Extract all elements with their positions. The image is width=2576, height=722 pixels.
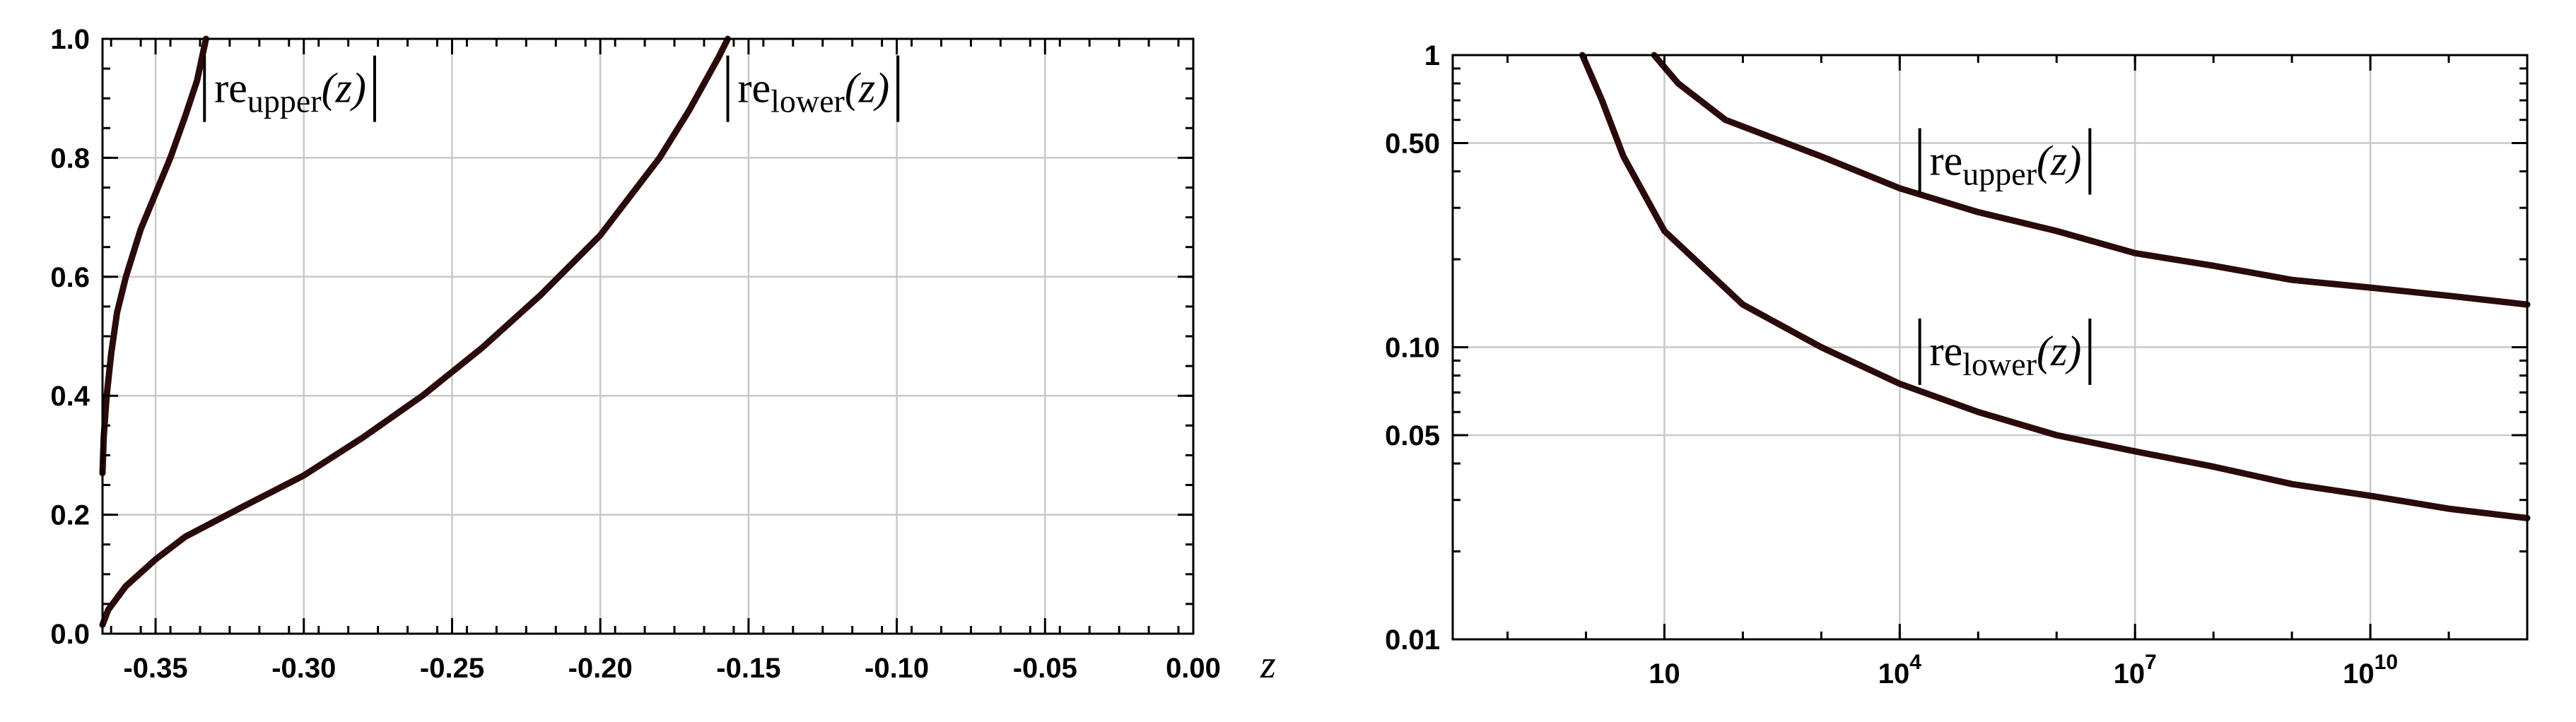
label-text: relower(z) (1930, 328, 2082, 382)
label-text: reupper(z) (1930, 138, 2082, 192)
label-arg: (z) (845, 65, 889, 112)
x-tick-label: 0.00 (1166, 653, 1221, 684)
tick-base: 10 (1878, 658, 1910, 690)
series-upper-label: reupper(z) (1918, 128, 2092, 195)
series-lower-label: relower(z) (1918, 318, 2092, 385)
series-upper-line (99, 35, 209, 477)
x-tick-label: -0.15 (716, 653, 780, 684)
label-arg: (z) (2037, 138, 2081, 184)
y-tick-label: 0.8 (50, 143, 90, 174)
x-tick-label: -0.10 (865, 653, 929, 684)
label-text: reupper(z) (214, 65, 366, 119)
label-sub: lower (771, 83, 845, 119)
series-lower-label: relower(z) (726, 55, 900, 122)
label-sub: upper (247, 83, 322, 119)
left-gridlines (103, 39, 1193, 634)
series-upper-line (1651, 52, 2531, 308)
y-tick-label: 0.01 (1385, 625, 1440, 656)
left-x-axis-label: z (1260, 643, 1276, 687)
left-curves (99, 35, 731, 628)
y-tick-label: 0.6 (50, 262, 90, 293)
y-tick-label: 0.2 (50, 500, 90, 531)
y-tick-label: 1.0 (50, 24, 90, 55)
label-base: re (214, 65, 247, 112)
x-tick-label: -0.25 (420, 653, 484, 684)
right-curves (1579, 52, 2531, 521)
y-tick-label: 0.4 (50, 381, 90, 412)
x-tick-label: 10 (1649, 658, 1680, 690)
right-curve-labels: reupper(z)relower(z) (1918, 128, 2092, 385)
right-gridlines (1453, 55, 2527, 639)
x-tick-label: -0.05 (1013, 653, 1077, 684)
tick-exponent: 7 (2145, 651, 2157, 674)
series-lower-line (99, 35, 731, 628)
x-tick-label: 107 (2114, 651, 2157, 690)
tick-base: 10 (2343, 658, 2375, 690)
tick-base: 10 (2114, 658, 2145, 690)
tick-exponent: 4 (1909, 651, 1921, 674)
label-sub: lower (1962, 346, 2037, 382)
label-base: re (1930, 138, 1963, 184)
x-tick-label: -0.20 (568, 653, 633, 684)
left-plot-frame (101, 37, 1195, 635)
series-lower-line (1579, 52, 2531, 521)
label-sub: upper (1962, 156, 2037, 192)
y-tick-label: 0.05 (1385, 420, 1440, 451)
left-curve-labels: reupper(z) relower(z) (203, 55, 900, 122)
x-tick-label: 104 (1878, 651, 1922, 690)
label-text: relower(z) (738, 65, 890, 119)
label-arg: (z) (2037, 328, 2081, 374)
x-tick-label: -0.35 (123, 653, 187, 684)
label-arg: (z) (322, 65, 366, 112)
label-base: re (1930, 328, 1963, 374)
tick-base: 10 (1649, 658, 1680, 690)
x-tick-label: -0.30 (271, 653, 336, 684)
y-tick-label: 0.50 (1385, 128, 1440, 159)
y-tick-label: 0.10 (1385, 333, 1440, 364)
x-tick-label: 1010 (2343, 651, 2398, 690)
left-ticks: -0.35 -0.30 -0.25 -0.20 -0.15 -0.10 -0.05 0.00 0… (50, 24, 1221, 684)
y-tick-label: 0.0 (50, 619, 90, 650)
label-base: re (738, 65, 771, 112)
y-tick-label: 1 (1424, 40, 1440, 71)
series-upper-label: reupper(z) (203, 55, 376, 122)
left-chart-panel: -0.35 -0.30 -0.25 -0.20 -0.15 -0.10 -0.05 0.00 0… (50, 24, 1276, 687)
tick-exponent: 10 (2375, 651, 2398, 674)
